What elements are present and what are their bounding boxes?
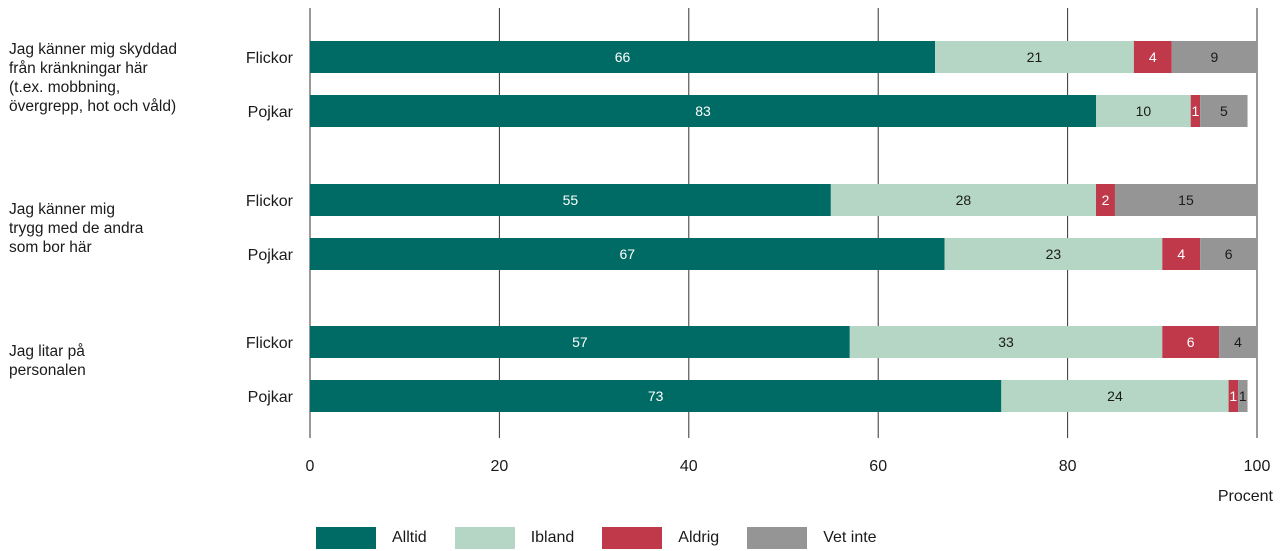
legend-label: Aldrig xyxy=(678,529,720,546)
group-label-line: som bor här xyxy=(9,239,92,256)
bar-segment-ibland xyxy=(849,326,1163,358)
category-label-pojkar: Pojkar xyxy=(248,389,294,406)
group-label-line: (t.ex. mobbning, xyxy=(9,79,121,96)
group-label-line: övergrepp, hot och våld) xyxy=(9,98,177,115)
data-label: 67 xyxy=(619,246,635,262)
bar-segment-ibland xyxy=(1096,95,1191,127)
bar-segment-aldrig xyxy=(1162,238,1201,270)
data-label: 33 xyxy=(998,334,1014,350)
data-label: 6 xyxy=(1187,334,1195,350)
group-label: Jag känner mig skyddad från kränkningar h… xyxy=(9,40,177,116)
x-tick-label: 80 xyxy=(1059,458,1077,475)
x-axis-label: Procent xyxy=(1218,488,1274,505)
legend-item: Vet inte xyxy=(747,527,877,549)
data-label: 5 xyxy=(1220,103,1228,119)
data-label: 15 xyxy=(1178,192,1194,208)
legend-item: Alltid xyxy=(316,527,427,549)
x-tick-label: 60 xyxy=(869,458,887,475)
legend-item: Ibland xyxy=(454,527,575,549)
x-tick-label: 0 xyxy=(306,458,315,475)
legend-swatch xyxy=(316,527,376,549)
data-label: 1 xyxy=(1229,388,1237,404)
data-label: 66 xyxy=(615,49,631,65)
chart-legend: Alltid Ibland Aldrig Vet inte xyxy=(316,527,905,549)
bar-segment-alltid xyxy=(310,238,945,270)
data-label: 24 xyxy=(1107,388,1123,404)
bar-segment-aldrig xyxy=(1162,326,1220,358)
data-label: 1 xyxy=(1239,388,1247,404)
data-label: 55 xyxy=(563,192,579,208)
data-label: 4 xyxy=(1149,49,1157,65)
data-label: 57 xyxy=(572,334,588,350)
data-label: 28 xyxy=(956,192,972,208)
bar-segment-ibland xyxy=(830,184,1097,216)
bar-segment-vet-inte xyxy=(1200,95,1248,127)
legend-item: Aldrig xyxy=(602,527,719,549)
legend-swatch xyxy=(747,527,808,549)
data-label: 1 xyxy=(1192,103,1200,119)
bar-segment-aldrig xyxy=(1133,41,1172,73)
bar-segment-vet-inte xyxy=(1219,326,1257,358)
group-label-line: Jag litar på xyxy=(9,343,85,360)
bar-segment-vet-inte xyxy=(1238,380,1248,412)
group-label-line: trygg med de andra xyxy=(9,220,144,237)
group-label-line: Jag känner mig skyddad xyxy=(9,41,178,58)
x-tick-label: 100 xyxy=(1244,458,1271,475)
category-label-pojkar: Pojkar xyxy=(248,104,294,121)
bar-segment-aldrig xyxy=(1228,380,1239,412)
bar-segment-ibland xyxy=(944,238,1163,270)
legend-label: Ibland xyxy=(530,529,575,546)
group-label: Jag litar på personalen xyxy=(9,342,86,380)
group-label-line: personalen xyxy=(9,362,86,379)
legend-label: Vet inte xyxy=(823,529,877,546)
bar-segment-alltid xyxy=(310,380,1002,412)
bar-segment-alltid xyxy=(310,326,850,358)
group-label: Jag känner mig trygg med de andra som bor … xyxy=(9,200,143,257)
data-label: 21 xyxy=(1027,49,1043,65)
bar-segment-vet-inte xyxy=(1171,41,1257,73)
bar-segment-aldrig xyxy=(1190,95,1201,127)
legend-label: Alltid xyxy=(392,529,427,546)
group-label-line: från kränkningar här xyxy=(9,60,148,77)
data-label: 4 xyxy=(1177,246,1185,262)
legend-swatch xyxy=(454,527,515,549)
category-label-pojkar: Pojkar xyxy=(248,247,294,264)
data-label: 83 xyxy=(695,103,711,119)
x-tick-label: 20 xyxy=(491,458,509,475)
bar-segment-ibland xyxy=(1001,380,1229,412)
category-label-flickor: Flickor xyxy=(246,50,294,67)
bar-segment-ibland xyxy=(935,41,1134,73)
bar-segment-vet-inte xyxy=(1114,184,1257,216)
data-label: 9 xyxy=(1210,49,1218,65)
data-label: 2 xyxy=(1102,192,1110,208)
bar-segment-alltid xyxy=(310,95,1097,127)
group-label-line: Jag känner mig xyxy=(9,201,115,218)
category-label-flickor: Flickor xyxy=(246,335,294,352)
data-label: 73 xyxy=(648,388,664,404)
data-label: 10 xyxy=(1136,103,1152,119)
data-label: 4 xyxy=(1234,334,1242,350)
legend-swatch xyxy=(602,527,663,549)
bar-segment-alltid xyxy=(310,184,831,216)
x-tick-label: 40 xyxy=(680,458,698,475)
data-label: 6 xyxy=(1225,246,1233,262)
bar-segment-aldrig xyxy=(1096,184,1115,216)
bar-segment-alltid xyxy=(310,41,936,73)
category-label-flickor: Flickor xyxy=(246,193,294,210)
bar-segment-vet-inte xyxy=(1200,238,1257,270)
data-label: 23 xyxy=(1046,246,1062,262)
